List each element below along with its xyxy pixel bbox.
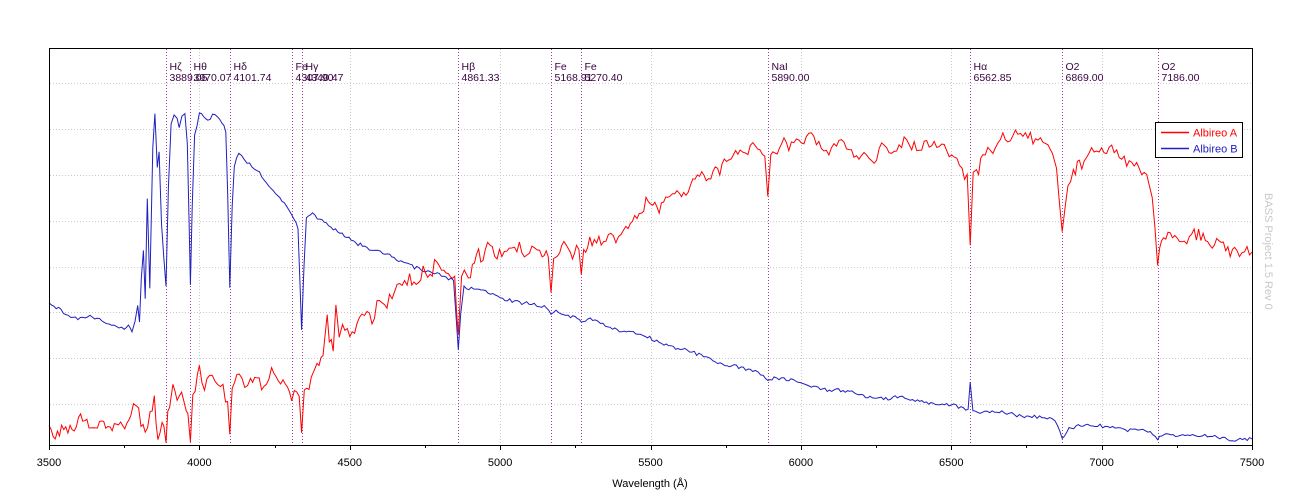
x-tick-label: 6000 [789, 457, 813, 469]
spectral-marker-value: 4340.47 [306, 72, 344, 84]
spectral-marker-value: 4101.74 [234, 72, 272, 84]
spectral-marker-value: 3889.05 [170, 72, 208, 84]
legend[interactable]: Albireo A Albireo B [1155, 122, 1243, 158]
x-tick-label: 5500 [638, 457, 662, 469]
spectral-marker-name: Hα [974, 61, 988, 73]
spectral-marker-name: O2 [1066, 61, 1080, 73]
spectral-marker-value: 3970.07 [194, 72, 232, 84]
series-path-albireo-a [48, 129, 1253, 443]
x-tick-label: 7500 [1240, 457, 1264, 469]
spectral-marker-value: 5168.91 [555, 72, 593, 84]
x-axis-title: Wavelength (Å) [612, 477, 687, 490]
spectral-marker-value: 4307.90 [296, 72, 334, 84]
spectral-marker-name: Fe [555, 61, 567, 73]
spectral-marker-value: 4861.33 [462, 72, 500, 84]
legend-label-albireo-b: Albireo B [1193, 144, 1238, 156]
spectral-marker-name: Hγ [306, 61, 320, 73]
spectral-marker-value: 5890.00 [772, 72, 810, 84]
x-tick-label: 4000 [187, 457, 211, 469]
spectral-marker-value: 6869.00 [1066, 72, 1104, 84]
watermark: BASS Project 1.5 Rev 0 [1262, 193, 1274, 310]
spectral-marker-value: 6562.85 [974, 72, 1012, 84]
series-layer [48, 112, 1253, 443]
spectral-marker-name: Hθ [194, 61, 208, 73]
legend-label-albireo-a: Albireo A [1193, 128, 1238, 140]
spectral-marker-value: 7186.00 [1162, 72, 1200, 84]
x-tick-label: 7000 [1089, 457, 1113, 469]
axis-layer: Wavelength (Å) 3500 4000 4500 5000 5500 6000 6… [37, 48, 1264, 490]
spectral-marker-name: O2 [1162, 61, 1176, 73]
series-path-albireo-b [48, 112, 1253, 442]
grid-layer [50, 49, 1251, 444]
spectral-marker-value: 5270.40 [585, 72, 623, 84]
spectral-marker-name: NaI [772, 61, 788, 73]
spectral-marker-name: Fe [296, 61, 308, 73]
spectral-marker-name: Hζ [170, 61, 183, 73]
spectral-marker-name: Hδ [234, 61, 248, 73]
legend-box [1155, 122, 1243, 158]
spectral-marker-name: Fe [585, 61, 597, 73]
spectral-marker-name: Hβ [462, 61, 476, 73]
x-tick-label: 5000 [488, 457, 512, 469]
x-tick-label: 4500 [338, 457, 362, 469]
spectral-line-markers: Hζ3889.05Hθ3970.07Hδ4101.74Fe4307.90Hγ43… [166, 49, 1200, 444]
x-tick-label: 3500 [37, 457, 61, 469]
x-tick-label: 6500 [939, 457, 963, 469]
